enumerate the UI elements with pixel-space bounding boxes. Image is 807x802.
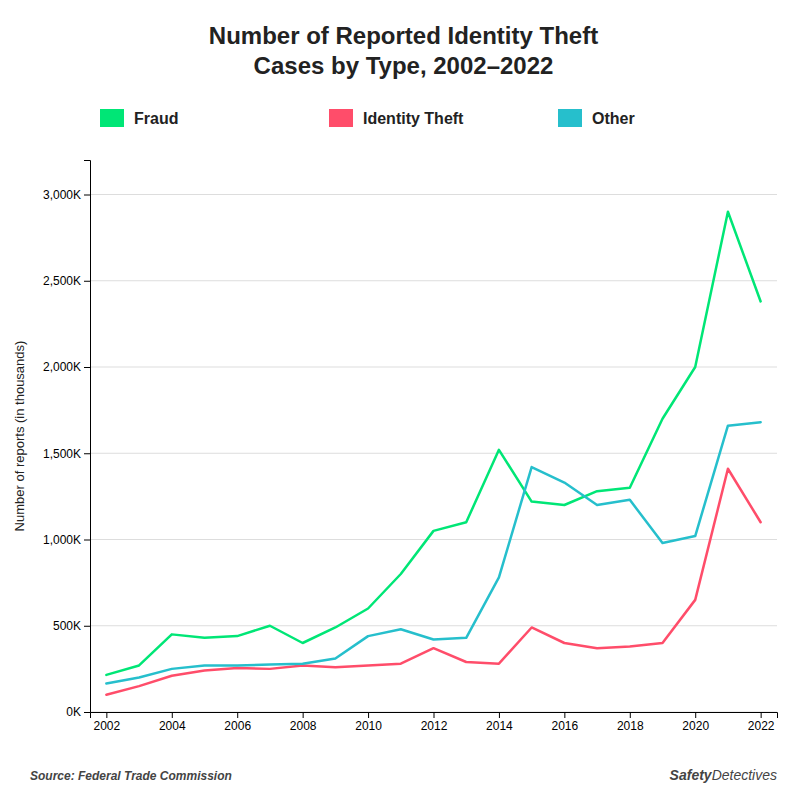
x-tick-label: 2006 — [224, 719, 251, 733]
title-line: Cases by Type, 2002–2022 — [254, 52, 554, 79]
legend-swatch — [100, 109, 124, 127]
line-series — [106, 422, 760, 683]
y-axis-title: Number of reports (in thousands) — [12, 341, 27, 532]
x-tick-mark — [695, 712, 696, 718]
legend-label: Identity Theft — [363, 110, 464, 127]
x-tick-label: 2002 — [94, 719, 121, 733]
y-axis-line — [84, 161, 91, 713]
x-tick-mark — [172, 712, 173, 718]
y-tick-label: 2,000K — [43, 360, 81, 374]
x-tick: 2010 — [355, 712, 382, 733]
grid-line — [90, 453, 777, 454]
y-tick-label: 1,500K — [43, 447, 81, 461]
x-tick: 2022 — [748, 712, 775, 733]
title: Number of Reported Identity Theft Cases b… — [209, 22, 598, 79]
y-tick-mark — [84, 195, 90, 196]
legend-item: Fraud — [100, 109, 178, 127]
x-tick: 2002 — [94, 712, 121, 733]
x-tick-label: 2010 — [355, 719, 382, 733]
legend-label: Other — [592, 110, 635, 127]
x-tick: 2008 — [290, 712, 317, 733]
x-tick-mark — [106, 712, 107, 718]
x-axis: 2002 2004 2006 2008 2010 2012 2014 2016 2018 2020… — [91, 712, 778, 733]
y-tick-mark — [84, 281, 90, 282]
y-tick: 1,000K — [43, 533, 90, 547]
y-tick-mark — [84, 540, 90, 541]
x-tick-mark — [761, 712, 762, 718]
x-axis-line — [91, 713, 778, 719]
x-tick-mark — [237, 712, 238, 718]
legend-label: Fraud — [134, 110, 178, 127]
x-tick: 2018 — [617, 712, 644, 733]
x-tick: 2014 — [486, 712, 513, 733]
x-tick-label: 2018 — [617, 719, 644, 733]
y-tick-label: 3,000K — [43, 188, 81, 202]
y-tick: 1,500K — [43, 447, 90, 461]
annotation: Source: Federal Trade Commission — [30, 769, 232, 783]
x-tick: 2016 — [552, 712, 579, 733]
x-tick-label: 2014 — [486, 719, 513, 733]
x-tick-label: 2016 — [552, 719, 579, 733]
branding: SafetyDetectives — [670, 767, 777, 783]
line-series — [106, 212, 760, 675]
y-tick: 3,000K — [43, 188, 90, 202]
x-tick-mark — [564, 712, 565, 718]
legend-item: Other — [558, 109, 635, 127]
title-line: Number of Reported Identity Theft — [209, 22, 598, 49]
chart-root: Number of Reported Identity Theft Cases b… — [0, 0, 807, 802]
y-tick-label: 500K — [53, 619, 81, 633]
y-tick-mark — [84, 626, 90, 627]
x-tick-label: 2020 — [682, 719, 709, 733]
line-series — [106, 469, 760, 695]
x-tick-label: 2004 — [159, 719, 186, 733]
y-tick: 2,000K — [43, 360, 90, 374]
x-tick-mark — [499, 712, 500, 718]
y-tick: 0K — [66, 705, 90, 719]
y-tick-label: 1,000K — [43, 533, 81, 547]
legend-swatch — [329, 109, 353, 127]
x-tick: 2004 — [159, 712, 186, 733]
grid-line — [90, 367, 777, 368]
y-tick-mark — [84, 712, 90, 713]
legend-swatch — [558, 109, 582, 127]
x-tick: 2020 — [682, 712, 709, 733]
x-tick-label: 2008 — [290, 719, 317, 733]
grid-line — [90, 280, 777, 281]
y-tick-label: 2,500K — [43, 274, 81, 288]
y-tick-label: 0K — [66, 705, 81, 719]
x-tick-label: 2012 — [421, 719, 448, 733]
grid — [90, 195, 777, 713]
annotation: Safety — [670, 767, 713, 783]
x-tick-mark — [434, 712, 435, 718]
legend: Fraud Identity Theft Other — [100, 109, 635, 127]
grid-line — [90, 194, 777, 195]
x-tick-mark — [630, 712, 631, 718]
plot-area — [106, 212, 760, 695]
legend-item: Identity Theft — [329, 109, 464, 127]
y-tick-mark — [84, 367, 90, 368]
x-tick: 2006 — [224, 712, 251, 733]
y-tick: 2,500K — [43, 274, 90, 288]
annotation: Detectives — [712, 767, 777, 783]
y-tick-mark — [84, 453, 90, 454]
x-tick: 2012 — [421, 712, 448, 733]
y-tick: 500K — [53, 619, 90, 633]
y-axis: 0K 500K 1,000K 1,500K 2,000K 2,500K 3,000K — [43, 161, 91, 720]
x-tick-mark — [368, 712, 369, 718]
x-tick-mark — [303, 712, 304, 718]
x-tick-label: 2022 — [748, 719, 775, 733]
